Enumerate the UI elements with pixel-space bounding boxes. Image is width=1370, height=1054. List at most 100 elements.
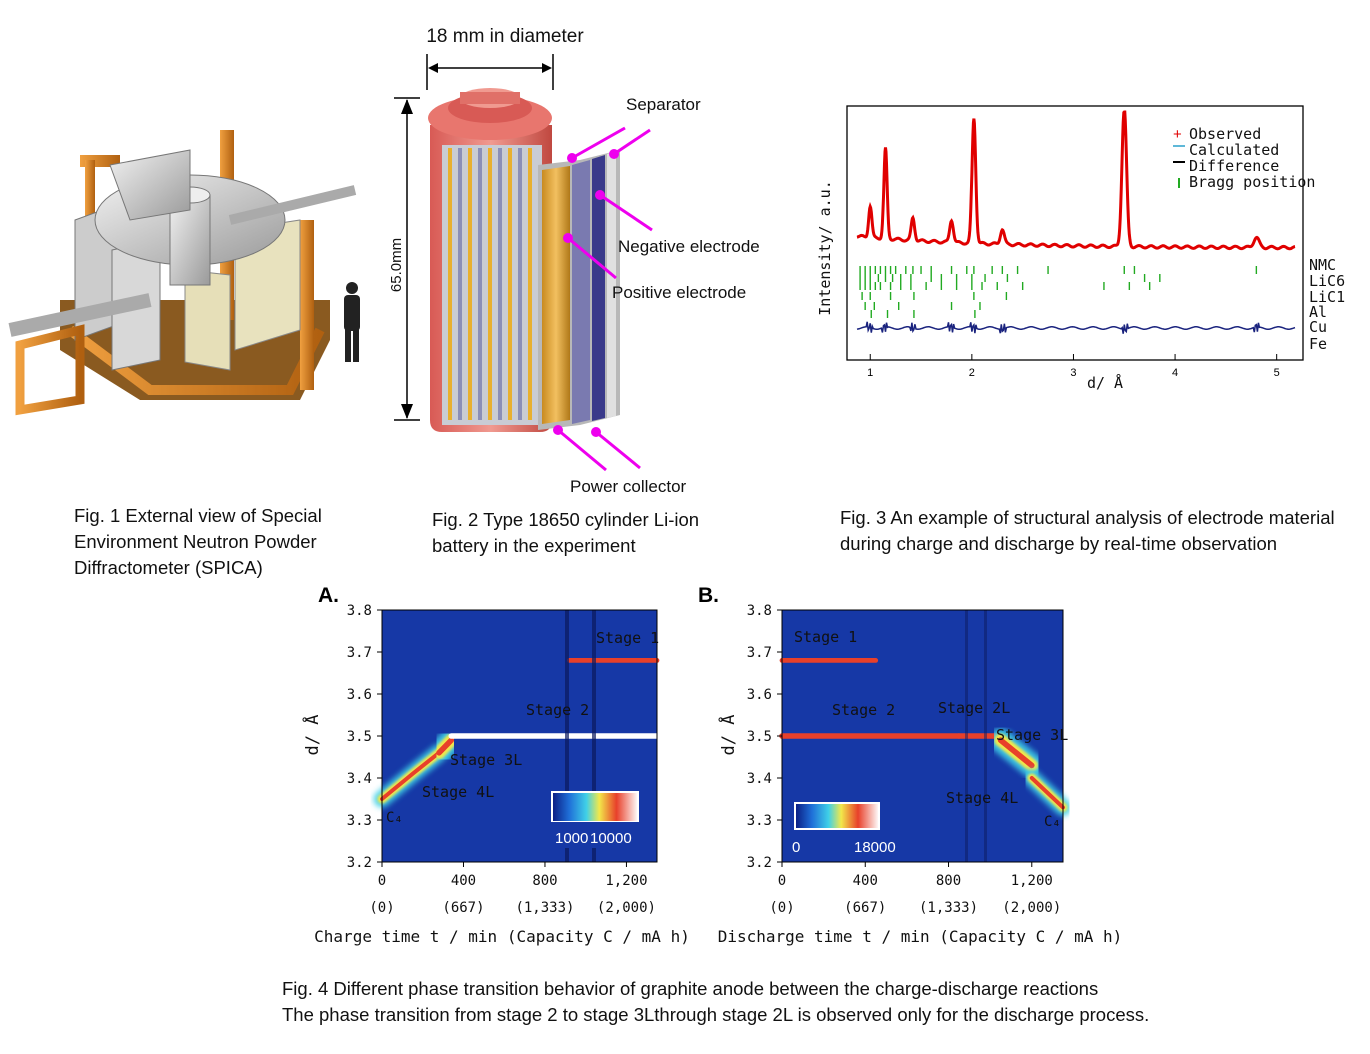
- panel-b-annotations: Stage 1 Stage 2 Stage 2L Stage 3L Stage …: [794, 628, 1068, 830]
- spica-illustration: [8, 130, 360, 416]
- legend-calculated-label: Calculated: [1189, 141, 1279, 159]
- diameter-label: 18 mm in diameter: [426, 26, 584, 47]
- panel-b-beam-gap-1: [965, 610, 968, 862]
- y-tick-label: 3.5: [347, 729, 372, 745]
- legend-observed-marker: +: [1173, 126, 1182, 143]
- panel-a-xlabel: Charge time t / min (Capacity C / mA h): [314, 927, 690, 946]
- panel-a-beam-gap-1: [565, 610, 569, 862]
- panel-a-colorbar: 1000 10000: [548, 791, 642, 848]
- x-tick-label: 1,200: [605, 873, 647, 889]
- panel-a-letter: A.: [318, 584, 339, 607]
- panel-b-stage2l: Stage 2L: [938, 699, 1010, 717]
- panel-a-colorbar-max: 10000: [590, 830, 632, 847]
- panel-b-beam-gap-2: [984, 610, 987, 862]
- legend-observed-label: Observed: [1189, 125, 1261, 143]
- panel-a-stage2: Stage 2: [526, 701, 589, 719]
- x-tick-label: 5: [1274, 367, 1280, 379]
- fig3-xlabel: d/ Å: [1087, 373, 1123, 392]
- phase-lic6: LiC6: [1309, 272, 1345, 290]
- x-tick-label: 2: [969, 367, 975, 379]
- y-tick-label: 3.6: [747, 687, 772, 703]
- y-tick-label: 3.6: [347, 687, 372, 703]
- y-tick-label: 3.3: [347, 813, 372, 829]
- plot-border: [781, 609, 1064, 863]
- power-collector-label: Power collector: [570, 477, 687, 496]
- y-tick-label: 3.2: [747, 855, 772, 871]
- battery-illustration: 18 mm in diameter 65.0mm Separator Negat…: [390, 26, 760, 496]
- panel-a-annotations: Stage 1 Stage 2 Stage 3L Stage 4L C₄: [386, 629, 659, 826]
- negative-electrode-label: Negative electrode: [618, 237, 760, 256]
- fig3-phase-labels: NMC LiC6 LiC12 Al Cu Fe: [1309, 256, 1345, 353]
- x-tick-capacity-label: (667): [844, 900, 886, 916]
- panel-b-stage1: Stage 1: [794, 628, 857, 646]
- fig3-ylabel: Intensity/ a.u.: [816, 180, 834, 315]
- x-tick-capacity-label: (0): [769, 900, 794, 916]
- fig3-difference-curve: [856, 321, 1296, 334]
- phase-lic12: LiC12: [1309, 288, 1345, 306]
- panel-b-stage3l: Stage 3L: [996, 726, 1068, 744]
- x-tick-capacity-label: (0): [369, 900, 394, 916]
- panel-b-colorbar: 0 18000: [792, 802, 896, 856]
- fig4-heatmaps: A. 3.8 3.7 3.6 3.5 3.4 3.3 3.2 0 (0) 400 (667) 800 (…: [301, 584, 1120, 946]
- panel-b-letter: B.: [698, 584, 719, 607]
- panel-b-c4: C₄: [1044, 814, 1061, 830]
- y-tick-label: 3.2: [347, 855, 372, 871]
- panel-b-stage2: Stage 2: [832, 701, 895, 719]
- plot-border: [381, 609, 658, 863]
- x-tick-label: 1: [867, 367, 873, 379]
- panel-b-xlabel: Discharge time t / min (Capacity C / mA …: [718, 927, 1120, 946]
- y-tick-label: 3.7: [347, 645, 372, 661]
- fig3-x-ticks: 1 2 3 4 5: [867, 354, 1280, 379]
- panel-a-stage4l: Stage 4L: [422, 783, 494, 801]
- person-figure: [344, 282, 360, 362]
- x-tick-capacity-label: (667): [442, 900, 484, 916]
- x-tick-label: 4: [1172, 367, 1178, 379]
- positive-electrode-label: Positive electrode: [612, 283, 746, 302]
- panel-a-c4: C₄: [386, 810, 403, 826]
- phase-cu: Cu: [1309, 318, 1327, 336]
- x-tick-capacity-label: (1,333): [919, 900, 978, 916]
- x-tick-label: 1,200: [1011, 873, 1053, 889]
- y-tick-label: 3.4: [747, 771, 772, 787]
- fig3-bragg-ticks: [859, 266, 1258, 318]
- electrode-windings: [448, 148, 532, 420]
- fig4-caption: Fig. 4 Different phase transition behavi…: [282, 978, 1150, 1025]
- x-tick-label: 400: [451, 873, 476, 889]
- legend-bragg-label: Bragg position: [1189, 173, 1315, 191]
- panel-a-ylabel: d/ Å: [301, 715, 323, 756]
- panel-a-stage3l: Stage 3L: [450, 751, 522, 769]
- fig3-caption: Fig. 3 An example of structural analysis…: [840, 507, 1335, 554]
- height-label: 65.0mm: [390, 238, 405, 292]
- panel-a-stage1: Stage 1: [596, 629, 659, 647]
- x-tick-label: 800: [936, 873, 961, 889]
- panel-b-colorbar-min: 0: [792, 839, 800, 856]
- y-tick-label: 3.3: [747, 813, 772, 829]
- ridge-core-stage-3l: [997, 737, 1035, 769]
- x-tick-label: 3: [1070, 367, 1076, 379]
- x-tick-capacity-label: (1,333): [515, 900, 574, 916]
- panel-a-colorbar-min: 1000: [555, 830, 588, 847]
- y-tick-label: 3.8: [347, 603, 372, 619]
- fig3-observed-curve: [856, 110, 1296, 251]
- panel-a-beam-gap-2: [592, 610, 596, 862]
- legend-difference-label: Difference: [1189, 157, 1279, 175]
- y-tick-label: 3.5: [747, 729, 772, 745]
- x-tick-capacity-label: (2,000): [1002, 900, 1061, 916]
- phase-fe: Fe: [1309, 335, 1327, 353]
- panel-b: B. 3.8 3.7 3.6 3.5 3.4 3.3 3.2 0 (0) 400 (667) 800 (…: [698, 584, 1120, 946]
- fig3-legend: + Observed Calculated Difference Bragg p…: [1173, 125, 1315, 191]
- y-tick-label: 3.4: [347, 771, 372, 787]
- fig3-plot-frame: [846, 105, 1304, 361]
- y-tick-label: 3.7: [747, 645, 772, 661]
- fig2-caption: Fig. 2 Type 18650 cylinder Li-ion batter…: [432, 509, 700, 556]
- x-tick-label: 0: [778, 873, 786, 889]
- phase-nmc: NMC: [1309, 256, 1336, 274]
- x-tick-label: 400: [853, 873, 878, 889]
- fig3-diffraction-chart: 1 2 3 4 5 Intensity/ a.u. d/ Å + Observed Ca…: [816, 105, 1345, 392]
- panel-b-colorbar-max: 18000: [854, 839, 896, 856]
- separator-label: Separator: [626, 95, 701, 114]
- x-tick-capacity-label: (2,000): [597, 900, 656, 916]
- panel-b-ylabel: d/ Å: [717, 715, 739, 756]
- ridge-core-stage-4l: [1029, 776, 1065, 810]
- y-tick-label: 3.8: [747, 603, 772, 619]
